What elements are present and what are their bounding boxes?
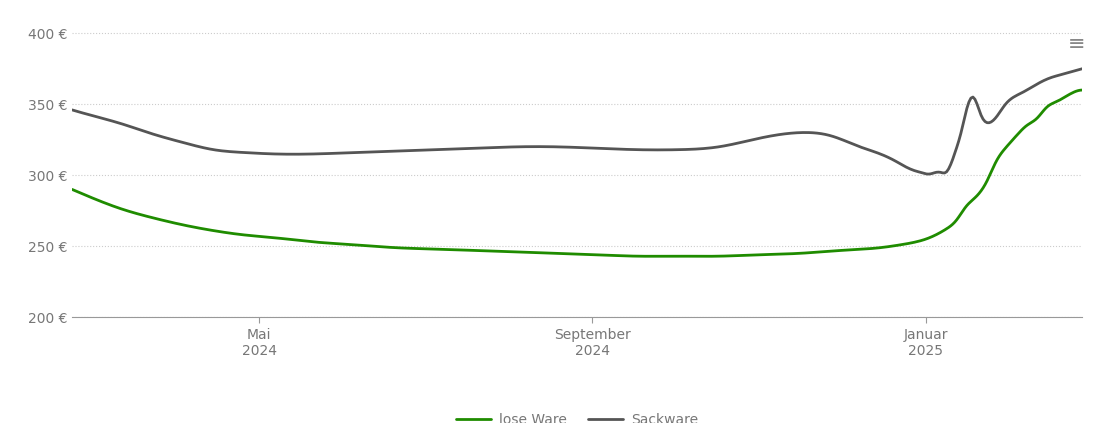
lose Ware — [552, 251, 565, 256]
lose Ware — [612, 253, 625, 258]
Sackware — [894, 161, 907, 166]
Line: Sackware: Sackware — [72, 69, 1082, 174]
Legend: lose Ware, Sackware: lose Ware, Sackware — [451, 408, 704, 423]
Sackware — [667, 147, 680, 152]
Sackware — [552, 144, 565, 149]
Sackware — [1053, 72, 1067, 77]
lose Ware — [699, 254, 713, 259]
Line: lose Ware: lose Ware — [72, 90, 1082, 256]
Sackware — [65, 107, 79, 113]
lose Ware — [545, 251, 558, 256]
lose Ware — [896, 242, 909, 247]
lose Ware — [1053, 97, 1067, 102]
Sackware — [545, 144, 558, 149]
Text: ≡: ≡ — [1068, 34, 1086, 54]
lose Ware — [1076, 88, 1089, 93]
Sackware — [612, 147, 625, 152]
Sackware — [1076, 66, 1089, 71]
lose Ware — [65, 187, 79, 192]
lose Ware — [667, 254, 680, 259]
Sackware — [921, 172, 935, 177]
